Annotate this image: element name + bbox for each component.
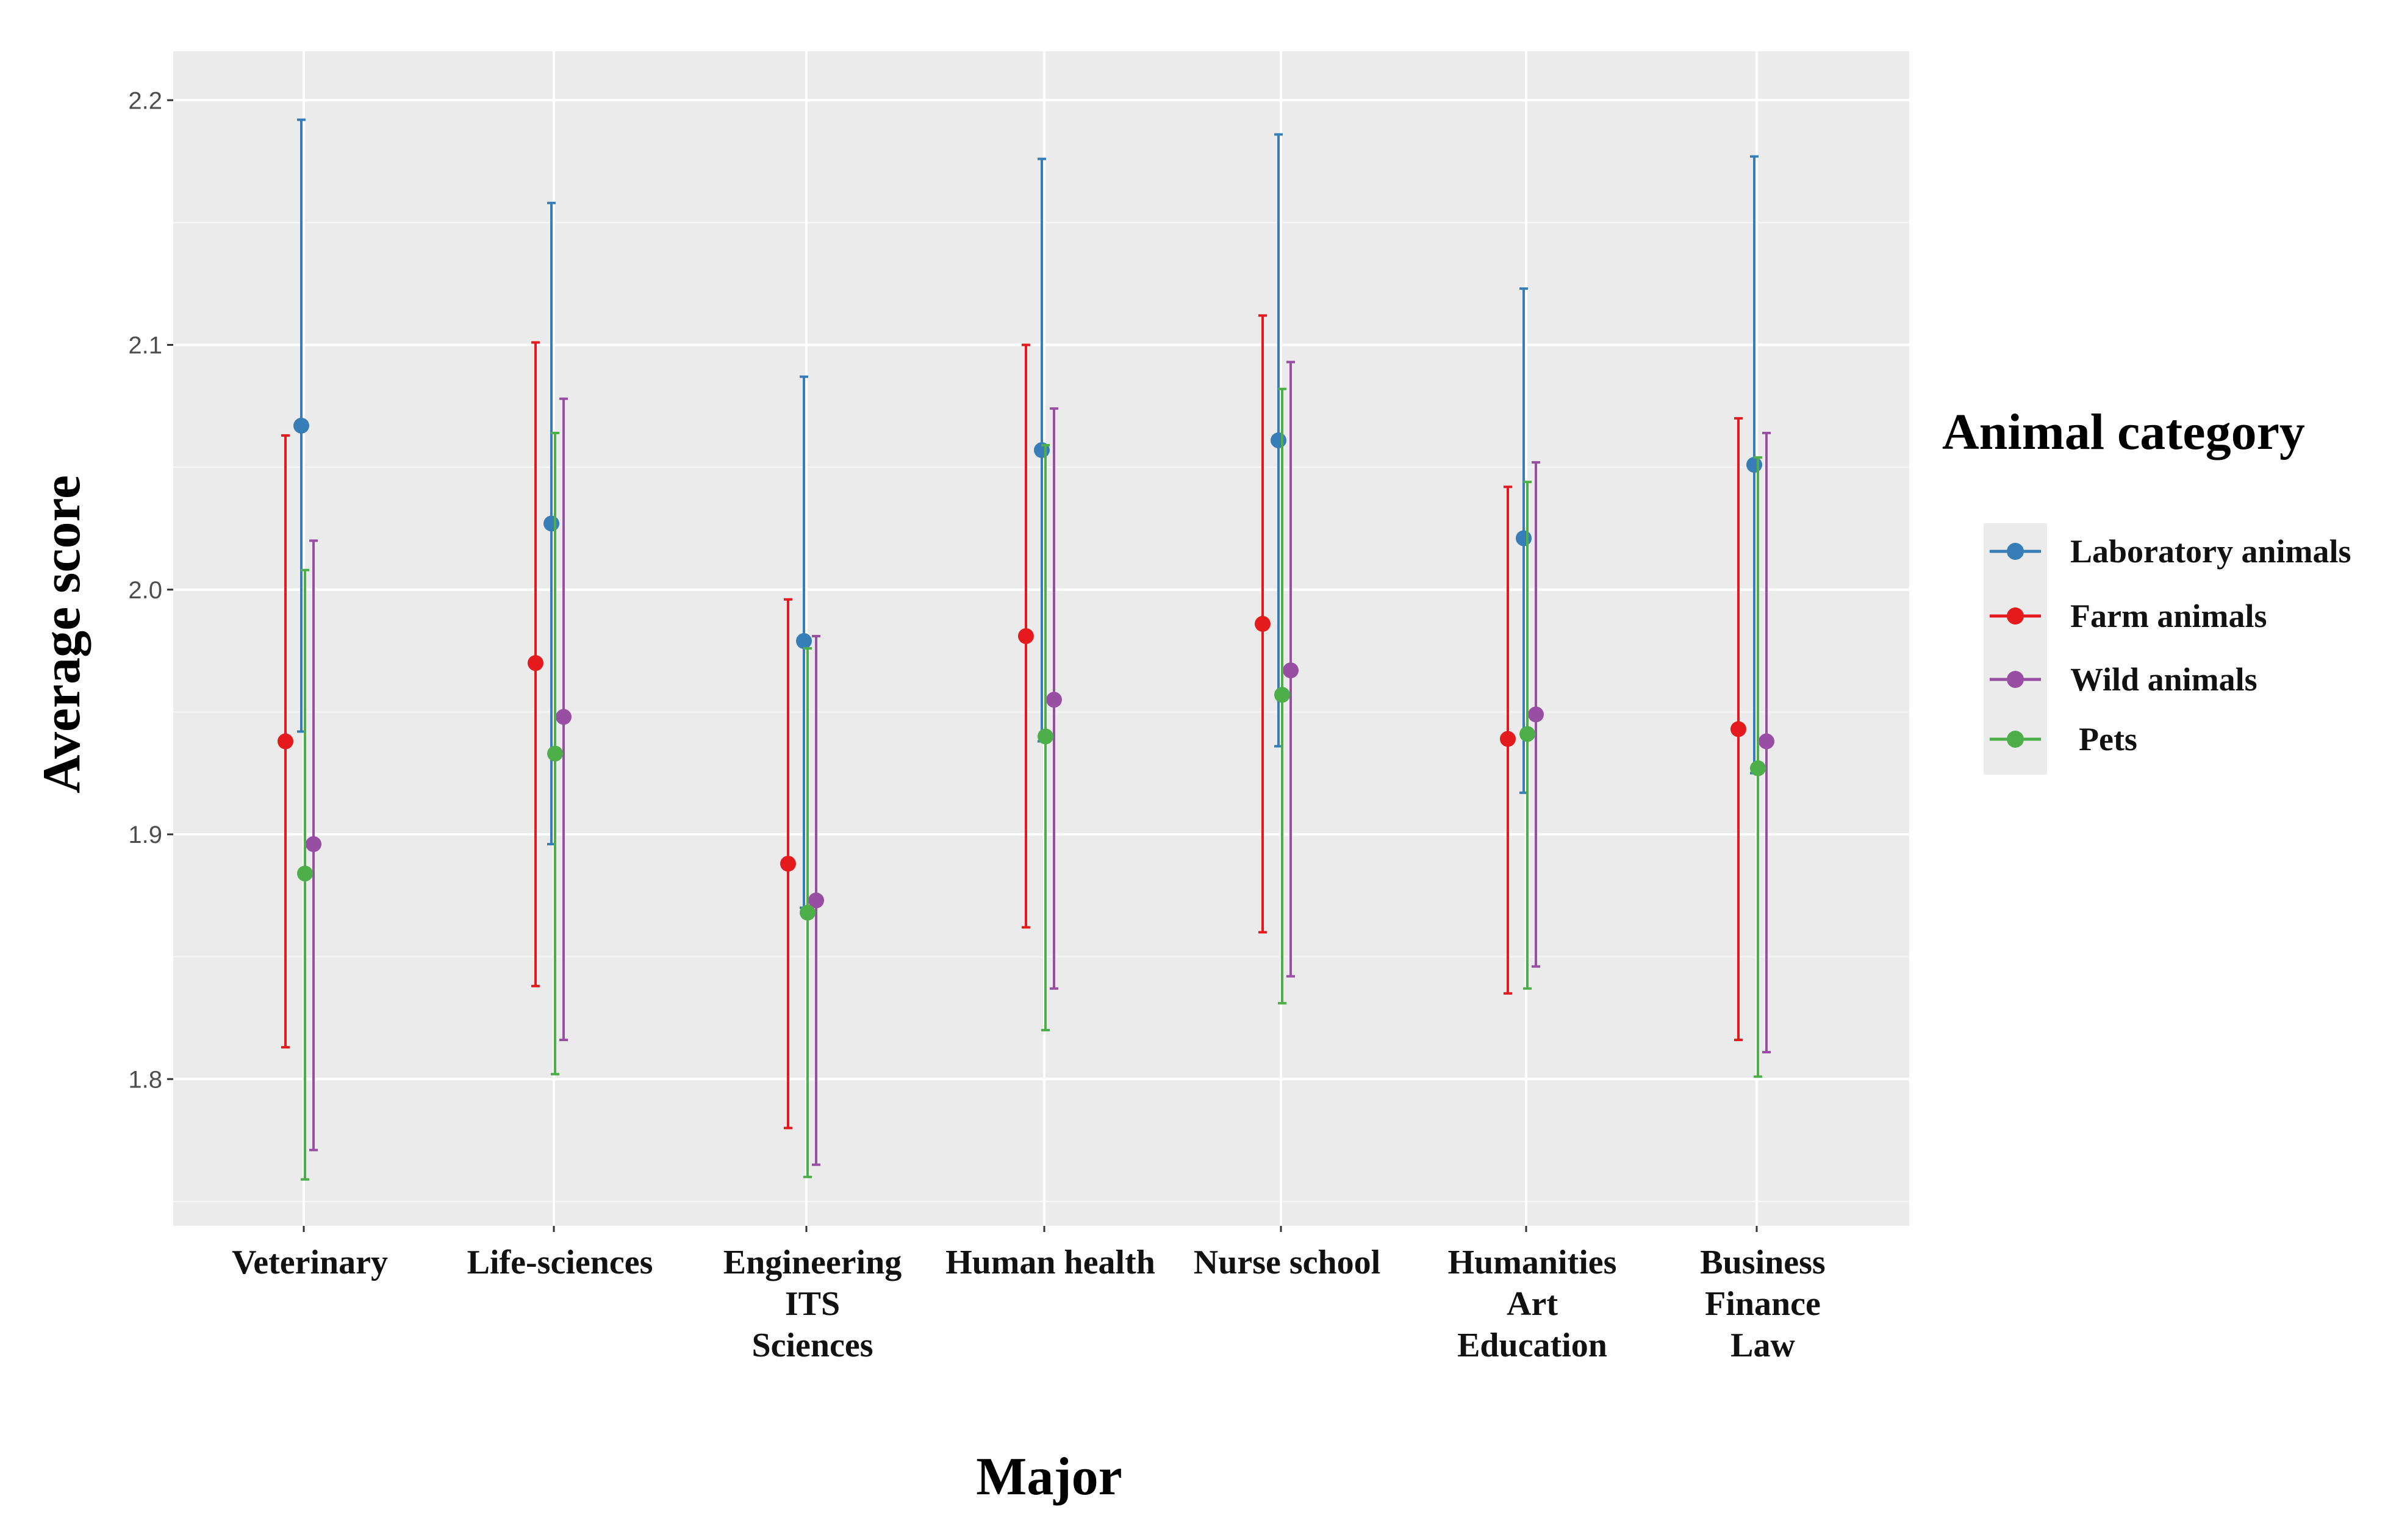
data-point: [528, 655, 543, 672]
legend-item: Wild animals: [1990, 661, 2257, 698]
data-point: [1516, 530, 1532, 546]
data-point: [1255, 615, 1271, 632]
data-point: [1018, 628, 1034, 644]
legend-key-point: [2007, 607, 2024, 625]
series-pets: [297, 387, 1766, 1181]
y-tick-label: 2.0: [128, 577, 162, 604]
legend-item: Laboratory animals: [1990, 533, 2351, 570]
data-point: [278, 733, 293, 750]
legend-title: Animal category: [1942, 404, 2305, 460]
legend-label: Pets: [2079, 721, 2137, 757]
series-wild-animals: [306, 360, 1774, 1166]
data-point: [1528, 706, 1544, 723]
data-point: [796, 633, 812, 650]
x-axis-ticks: Veterinary Life-sciences Engineering ITS Sci…: [232, 1226, 1826, 1364]
legend-key-point: [2007, 731, 2024, 748]
y-axis-title: Average score: [32, 475, 91, 793]
data-point: [1500, 731, 1516, 747]
legend-key-point: [2007, 543, 2024, 560]
data-point: [1750, 760, 1766, 776]
series-laboratory-animals: [293, 118, 1762, 909]
data-point: [293, 417, 309, 434]
legend-item: Farm animals: [1990, 598, 2267, 634]
x-axis-title: Major: [976, 1447, 1122, 1506]
legend-key-point: [2007, 671, 2024, 688]
data-point: [556, 709, 572, 725]
legend-label: Laboratory animals: [2070, 533, 2351, 570]
data-point: [547, 745, 563, 762]
data-point: [306, 836, 321, 853]
series-farm-animals: [278, 314, 1746, 1130]
legend-label: Farm animals: [2070, 598, 2267, 634]
y-tick-label: 2.2: [128, 87, 162, 114]
data-point: [1283, 662, 1299, 679]
data-point: [1746, 457, 1762, 473]
data-point: [1759, 733, 1774, 750]
data-point: [800, 904, 816, 921]
x-tick-label: Veterinary: [232, 1244, 388, 1281]
y-tick-label: 2.1: [128, 332, 162, 359]
legend-items: Laboratory animals Farm animals Wild anima…: [1990, 533, 2351, 757]
data-point: [780, 856, 796, 872]
data-point: [1271, 432, 1286, 448]
x-tick-label: Human health: [945, 1244, 1155, 1281]
x-tick-label: Engineering ITS Sciences: [723, 1244, 902, 1364]
data-point: [808, 892, 824, 909]
legend-label: Wild animals: [2070, 661, 2257, 698]
data-marks: [278, 118, 1774, 1181]
data-point: [1730, 721, 1746, 737]
x-tick-label: Life-sciences: [467, 1244, 653, 1281]
data-point: [543, 515, 559, 532]
x-tick-label: Humanities Art Education: [1448, 1244, 1617, 1364]
legend: Animal category Laboratory animals Farm a…: [1942, 404, 2351, 775]
data-point: [297, 865, 313, 882]
x-tick-label: Business Finance Law: [1700, 1244, 1825, 1364]
legend-item: Pets: [1990, 721, 2137, 757]
x-tick-label: Nurse school: [1194, 1244, 1380, 1281]
data-point: [1046, 692, 1062, 708]
data-point: [1274, 687, 1290, 703]
data-point: [1038, 728, 1053, 745]
y-tick-label: 1.9: [128, 822, 162, 848]
data-point: [1519, 726, 1535, 742]
y-tick-label: 1.8: [128, 1066, 162, 1093]
y-axis-ticks: 1.8 1.9 2.0 2.1 2.2: [128, 87, 173, 1093]
